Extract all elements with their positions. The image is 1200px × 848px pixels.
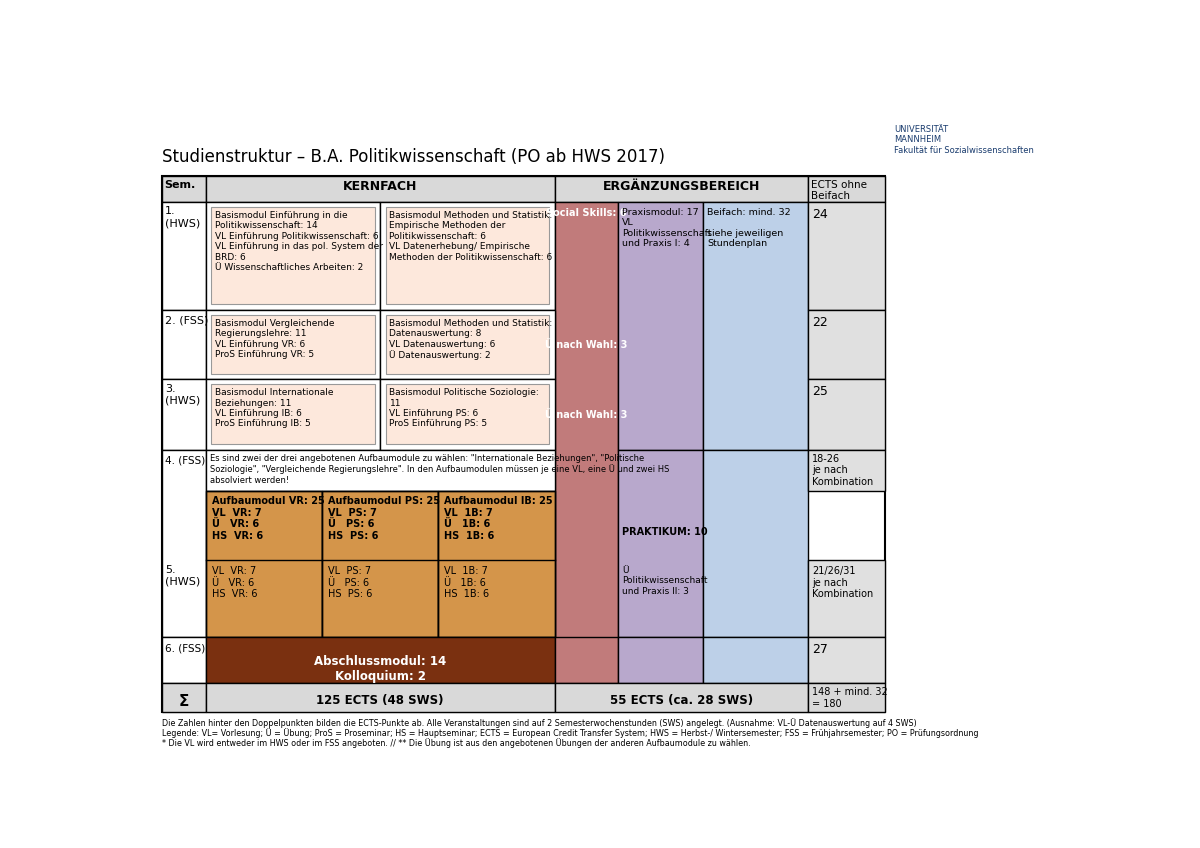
Bar	[554, 683, 808, 712]
Bar	[554, 637, 618, 683]
Text: Beifach: mind. 32

siehe jeweiligen
Stundenplan: Beifach: mind. 32 siehe jeweiligen Stund…	[707, 208, 791, 248]
Text: Basismodul Einführung in die
Politikwissenschaft: 14
VL Einführung Politikwissen: Basismodul Einführung in die Politikwiss…	[215, 211, 383, 272]
Bar	[385, 207, 550, 304]
Text: Studienstruktur – B.A. Politikwissenschaft (PO ab HWS 2017): Studienstruktur – B.A. Politikwissenscha…	[162, 148, 665, 166]
Bar	[162, 379, 206, 449]
Text: 6. (FSS): 6. (FSS)	[164, 643, 205, 653]
Text: Es sind zwei der drei angebotenen Aufbaumodule zu wählen: "Internationale Bezieh: Es sind zwei der drei angebotenen Aufbau…	[210, 454, 670, 484]
Bar	[808, 176, 886, 202]
Bar	[206, 379, 380, 449]
Text: 125 ECTS (48 SWS): 125 ECTS (48 SWS)	[317, 694, 444, 707]
Bar	[703, 202, 808, 449]
Bar	[554, 176, 808, 202]
Bar	[211, 207, 374, 304]
Bar	[385, 315, 550, 374]
Bar	[380, 310, 554, 379]
Text: Aufbaumodul IB: 25
VL  1B: 7
Ü   1B: 6
HS  1B: 6: Aufbaumodul IB: 25 VL 1B: 7 Ü 1B: 6 HS 1…	[444, 496, 553, 541]
Bar	[322, 491, 438, 637]
Bar	[380, 202, 554, 310]
Bar	[211, 315, 374, 374]
Bar	[162, 176, 886, 712]
Bar	[162, 637, 206, 683]
Bar	[618, 202, 703, 449]
Bar	[162, 310, 206, 379]
Text: Basismodul Internationale
Beziehungen: 11
VL Einführung IB: 6
ProS Einführung IB: Basismodul Internationale Beziehungen: 1…	[215, 388, 334, 428]
Text: VL  VR: 7
Ü   VR: 6
HS  VR: 6: VL VR: 7 Ü VR: 6 HS VR: 6	[212, 566, 258, 600]
Text: 27: 27	[812, 643, 828, 656]
Text: Basismodul Vergleichende
Regierungslehre: 11
VL Einführung VR: 6
ProS Einführung: Basismodul Vergleichende Regierungslehre…	[215, 319, 335, 359]
Text: Praxismodul: 17
VL
Politikwissenschaft
und Praxis I: 4: Praxismodul: 17 VL Politikwissenschaft u…	[622, 208, 712, 248]
Bar	[162, 176, 206, 202]
Text: 1.
(HWS): 1. (HWS)	[164, 206, 200, 228]
Bar	[618, 637, 703, 683]
Bar	[808, 310, 886, 379]
Text: Aufbaumodul VR: 25
VL  VR: 7
Ü   VR: 6
HS  VR: 6: Aufbaumodul VR: 25 VL VR: 7 Ü VR: 6 HS V…	[212, 496, 325, 541]
Bar	[438, 491, 554, 637]
Text: Abschlussmodul: 14
Kolloquium: 2: Abschlussmodul: 14 Kolloquium: 2	[314, 656, 446, 683]
Bar	[703, 637, 808, 683]
Text: * Die VL wird entweder im HWS oder im FSS angeboten. // ** Die Übung ist aus den: * Die VL wird entweder im HWS oder im FS…	[162, 739, 750, 749]
Text: ERGÄNZUNGSBEREICH: ERGÄNZUNGSBEREICH	[602, 180, 760, 192]
Text: 3.
(HWS): 3. (HWS)	[164, 383, 200, 405]
Bar	[206, 449, 554, 491]
Bar	[162, 683, 206, 712]
Text: Legende: VL= Vorlesung; Ü = Übung; ProS = Proseminar; HS = Hauptseminar; ECTS = : Legende: VL= Vorlesung; Ü = Übung; ProS …	[162, 728, 978, 739]
Text: Ü
Politikwissenschaft
und Praxis II: 3: Ü Politikwissenschaft und Praxis II: 3	[622, 566, 708, 596]
Text: Basismodul Politische Soziologie:
11
VL Einführung PS: 6
ProS Einführung PS: 5: Basismodul Politische Soziologie: 11 VL …	[390, 388, 539, 428]
Text: 24: 24	[812, 208, 828, 221]
Text: Basismodul Methoden und Statistik:
Datenauswertung: 8
VL Datenauswertung: 6
Ü Da: Basismodul Methoden und Statistik: Daten…	[390, 319, 553, 360]
Bar	[808, 560, 886, 637]
Text: KERNFACH: KERNFACH	[343, 180, 418, 192]
Bar	[162, 202, 206, 310]
Bar	[385, 384, 550, 444]
Text: 21/26/31
je nach
Kombination: 21/26/31 je nach Kombination	[812, 566, 874, 600]
Text: VL  1B: 7
Ü   1B: 6
HS  1B: 6: VL 1B: 7 Ü 1B: 6 HS 1B: 6	[444, 566, 490, 600]
Text: VL  PS: 7
Ü   PS: 6
HS  PS: 6: VL PS: 7 Ü PS: 6 HS PS: 6	[329, 566, 373, 600]
Bar	[206, 310, 380, 379]
Text: PRAKTIKUM: 10: PRAKTIKUM: 10	[622, 527, 708, 537]
Text: ECTS ohne
Beifach: ECTS ohne Beifach	[811, 180, 868, 201]
Bar	[322, 491, 438, 637]
Text: 18-26
je nach
Kombination: 18-26 je nach Kombination	[812, 454, 874, 487]
Text: 148 + mind. 32
= 180: 148 + mind. 32 = 180	[812, 687, 888, 709]
Text: 22: 22	[812, 315, 828, 329]
Bar	[162, 449, 206, 637]
Bar	[808, 379, 886, 449]
Text: Ü nach Wahl: 3: Ü nach Wahl: 3	[545, 340, 628, 349]
Text: 4. (FSS): 4. (FSS)	[164, 456, 205, 466]
Bar	[206, 176, 554, 202]
Text: Aufbaumodul PS: 25
VL  PS: 7
Ü   PS: 6
HS  PS: 6: Aufbaumodul PS: 25 VL PS: 7 Ü PS: 6 HS P…	[329, 496, 440, 541]
Bar	[438, 491, 554, 637]
Bar	[808, 683, 886, 712]
Bar	[618, 449, 703, 637]
Text: Social Skills: 6: Social Skills: 6	[546, 208, 626, 218]
Bar	[808, 449, 886, 491]
Bar	[808, 637, 886, 683]
Text: UNIVERSITÄT
MANNHEIM
Fakultät für Sozialwissenschaften: UNIVERSITÄT MANNHEIM Fakultät für Sozial…	[894, 125, 1034, 154]
Bar	[206, 202, 380, 310]
Text: Sem.: Sem.	[164, 180, 196, 190]
Bar	[554, 202, 618, 683]
Text: 5.
(HWS): 5. (HWS)	[164, 565, 200, 586]
Text: 55 ECTS (ca. 28 SWS): 55 ECTS (ca. 28 SWS)	[610, 694, 752, 707]
Text: Die Zahlen hinter den Doppelpunkten bilden die ECTS-Punkte ab. Alle Veranstaltun: Die Zahlen hinter den Doppelpunkten bild…	[162, 718, 917, 728]
Text: Ü nach Wahl: 3: Ü nach Wahl: 3	[545, 410, 628, 420]
Bar	[380, 379, 554, 449]
Bar	[206, 491, 322, 637]
Text: Σ: Σ	[179, 694, 188, 709]
Bar	[703, 449, 808, 637]
Bar	[206, 637, 554, 683]
Text: 2. (FSS): 2. (FSS)	[164, 315, 208, 326]
Bar	[206, 683, 554, 712]
Bar	[808, 202, 886, 310]
Bar	[211, 384, 374, 444]
Text: Basismodul Methoden und Statistik:
Empirische Methoden der
Politikwissenschaft: : Basismodul Methoden und Statistik: Empir…	[390, 211, 553, 262]
Text: 25: 25	[812, 385, 828, 398]
Bar	[206, 491, 322, 637]
